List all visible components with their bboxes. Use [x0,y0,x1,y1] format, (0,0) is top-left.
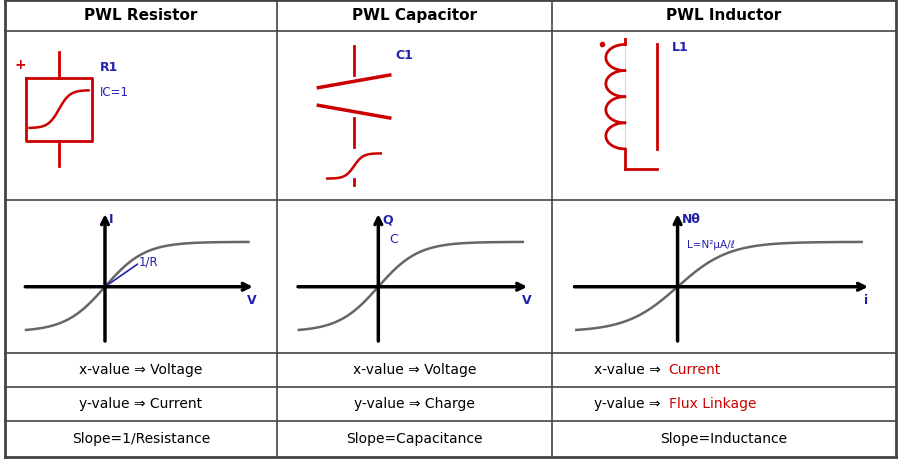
Text: C1: C1 [395,49,413,62]
Text: y-value ⇒: y-value ⇒ [594,397,665,411]
Text: PWL Inductor: PWL Inductor [666,8,781,23]
Text: PWL Capacitor: PWL Capacitor [352,8,477,23]
Text: I: I [109,213,113,226]
Text: y-value ⇒ Charge: y-value ⇒ Charge [354,397,475,411]
Text: x-value ⇒ Voltage: x-value ⇒ Voltage [79,363,202,377]
Text: IC=1: IC=1 [100,86,129,100]
Text: L=N²μA/ℓ: L=N²μA/ℓ [687,240,734,250]
Text: Slope=1/Resistance: Slope=1/Resistance [72,432,210,446]
Text: Slope=Inductance: Slope=Inductance [660,432,788,446]
Text: PWL Resistor: PWL Resistor [85,8,197,23]
Text: x-value ⇒: x-value ⇒ [594,363,665,377]
Text: Flux Linkage: Flux Linkage [669,397,756,411]
Text: Current: Current [669,363,721,377]
Text: +: + [15,58,26,72]
Text: V: V [522,294,531,307]
Text: Q: Q [382,213,392,226]
Text: y-value ⇒ Current: y-value ⇒ Current [79,397,202,411]
Text: 1/R: 1/R [140,255,158,269]
Text: V: V [248,294,256,307]
Text: Slope=Capacitance: Slope=Capacitance [346,432,482,446]
Text: i: i [864,294,868,307]
Text: Nθ: Nθ [682,213,701,226]
Text: R1: R1 [100,61,118,74]
Text: x-value ⇒ Voltage: x-value ⇒ Voltage [353,363,476,377]
Text: L1: L1 [672,41,688,54]
Text: C: C [389,233,398,246]
